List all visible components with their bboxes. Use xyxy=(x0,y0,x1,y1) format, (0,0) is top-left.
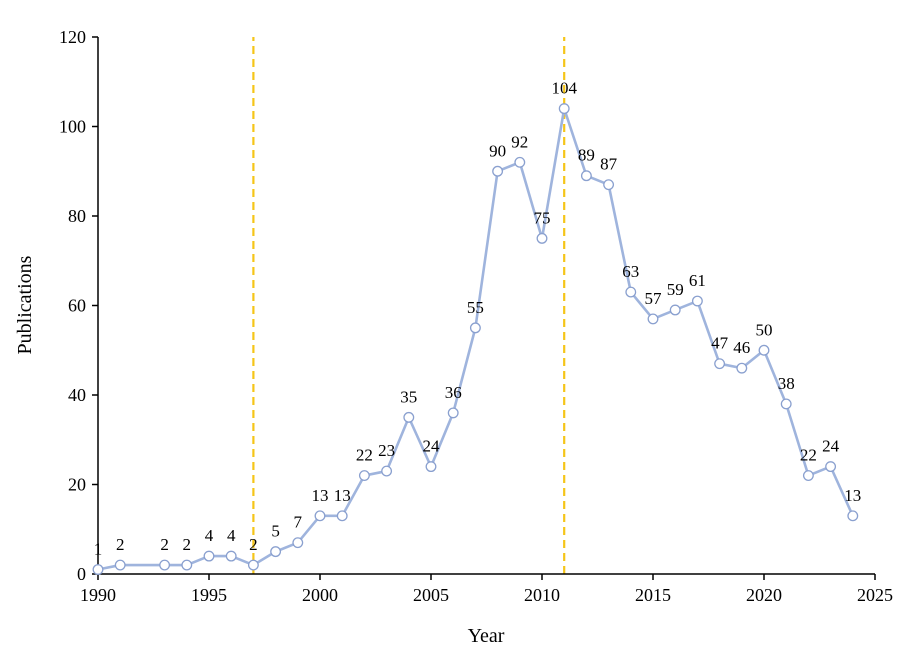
y-tick-label-60: 60 xyxy=(68,296,86,316)
data-label-1997: 2 xyxy=(249,535,258,554)
data-label-2022: 22 xyxy=(800,446,817,465)
data-point-1998 xyxy=(270,546,282,558)
x-tick-label-2005: 2005 xyxy=(413,585,449,605)
data-point-2020 xyxy=(758,344,770,356)
data-label-1998: 5 xyxy=(271,522,280,541)
data-point-1993 xyxy=(159,559,171,571)
data-label-2005: 24 xyxy=(423,437,441,456)
data-label-2014: 63 xyxy=(622,262,639,281)
x-tick-label-2020: 2020 xyxy=(746,585,782,605)
data-label-2020: 50 xyxy=(756,320,773,339)
data-label-2000: 13 xyxy=(312,486,329,505)
data-label-2015: 57 xyxy=(645,289,663,308)
data-point-2023 xyxy=(825,461,837,473)
reference-lines xyxy=(252,37,566,574)
data-label-1999: 7 xyxy=(294,513,303,532)
data-label-1990: 1 xyxy=(94,540,103,559)
axes: 1990 1995 2000 2005 2010 2015 2020 202502040608… xyxy=(59,27,893,605)
data-point-1994 xyxy=(181,559,193,571)
data-point-1999 xyxy=(292,537,304,549)
data-label-2007: 55 xyxy=(467,298,484,317)
data-point-1997 xyxy=(247,559,259,571)
y-tick-label-40: 40 xyxy=(68,385,86,405)
x-tick-label-2000: 2000 xyxy=(302,585,338,605)
y-axis-title: Publications xyxy=(14,255,36,354)
data-point-1995 xyxy=(203,550,215,562)
data-point-2021 xyxy=(780,398,792,410)
data-label-2003: 23 xyxy=(378,441,395,460)
data-label-2010: 75 xyxy=(534,208,551,227)
data-point-2001 xyxy=(336,510,348,522)
data-point-2019 xyxy=(736,362,748,374)
data-label-2001: 13 xyxy=(334,486,351,505)
x-tick-label-1995: 1995 xyxy=(191,585,227,605)
data-label-2018: 47 xyxy=(711,334,729,353)
y-tick-label-80: 80 xyxy=(68,206,86,226)
data-point-2008 xyxy=(492,165,504,177)
data-point-2010 xyxy=(536,232,548,244)
data-label-2024: 13 xyxy=(844,486,861,505)
data-label-2021: 38 xyxy=(778,374,795,393)
data-label-2006: 36 xyxy=(445,383,462,402)
data-label-2012: 89 xyxy=(578,146,595,165)
data-point-2017 xyxy=(691,295,703,307)
data-point-2002 xyxy=(358,470,370,482)
data-point-2022 xyxy=(802,470,814,482)
data-point-2000 xyxy=(314,510,326,522)
data-point-2012 xyxy=(580,170,592,182)
y-tick-label-20: 20 xyxy=(68,475,86,495)
data-label-2023: 24 xyxy=(822,437,840,456)
y-tick-label-120: 120 xyxy=(59,27,86,47)
data-label-1994: 2 xyxy=(183,535,192,554)
series-line xyxy=(97,107,854,571)
data-point-2015 xyxy=(647,313,659,325)
data-point-2007 xyxy=(469,322,481,334)
data-label-2013: 87 xyxy=(600,155,618,174)
data-point-1996 xyxy=(225,550,237,562)
data-label-1991: 2 xyxy=(116,535,125,554)
data-point-2024 xyxy=(847,510,859,522)
data-label-2008: 90 xyxy=(489,141,506,160)
data-point-2014 xyxy=(625,286,637,298)
data-point-2005 xyxy=(425,461,437,473)
data-point-2006 xyxy=(447,407,459,419)
data-point-2013 xyxy=(603,179,615,191)
data-point-2003 xyxy=(381,465,393,477)
data-point-2018 xyxy=(714,358,726,370)
data-point-1991 xyxy=(114,559,126,571)
data-label-2009: 92 xyxy=(511,132,528,151)
data-point-2004 xyxy=(403,411,415,423)
x-tick-label-2025: 2025 xyxy=(857,585,893,605)
series xyxy=(92,103,859,575)
data-label-1993: 2 xyxy=(160,535,169,554)
data-label-2002: 22 xyxy=(356,446,373,465)
data-label-2017: 61 xyxy=(689,271,706,290)
data-label-2011: 104 xyxy=(551,79,577,98)
y-tick-label-100: 100 xyxy=(59,117,86,137)
data-label-2004: 35 xyxy=(400,387,417,406)
x-tick-label-2015: 2015 xyxy=(635,585,671,605)
data-label-2016: 59 xyxy=(667,280,684,299)
data-point-1990 xyxy=(92,564,104,575)
data-point-2011 xyxy=(558,103,570,115)
data-label-2019: 46 xyxy=(733,338,750,357)
x-tick-label-1990: 1990 xyxy=(80,585,116,605)
data-label-1995: 4 xyxy=(205,526,214,545)
data-label-1996: 4 xyxy=(227,526,236,545)
x-axis-title: Year xyxy=(468,625,505,647)
data-point-2009 xyxy=(514,156,526,168)
y-tick-label-0: 0 xyxy=(77,564,86,584)
x-tick-label-2010: 2010 xyxy=(524,585,560,605)
data-point-2016 xyxy=(669,304,681,316)
